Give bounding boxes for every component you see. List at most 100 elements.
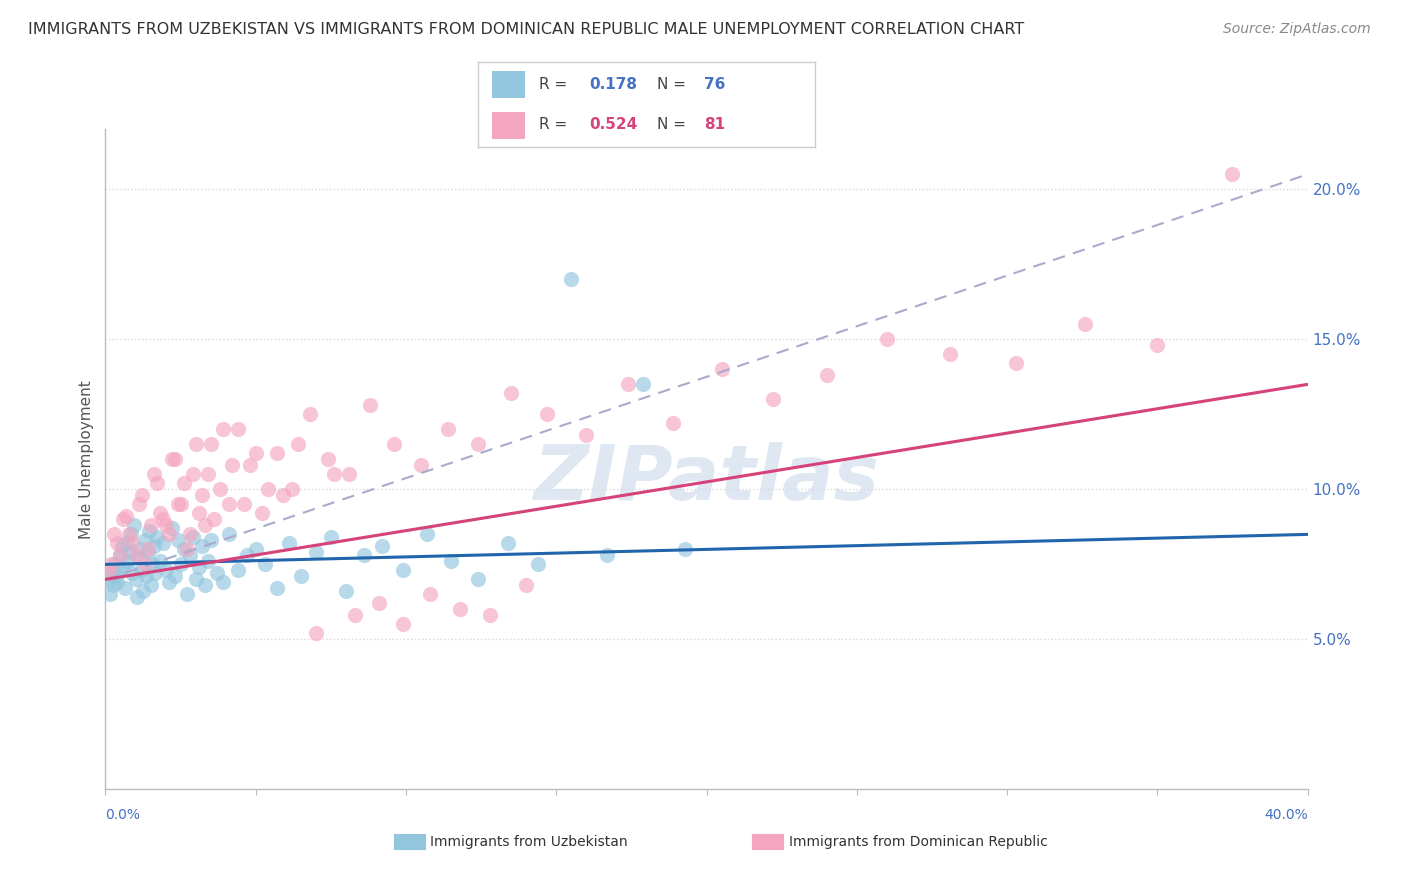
Point [155,563,177,577]
Point [111,540,134,554]
Point [131,488,153,502]
Point [142,467,165,482]
Point [337,467,360,482]
Point [163,452,186,467]
Point [148,554,170,568]
Point [124,573,146,587]
Point [160,452,183,467]
Point [194,518,217,533]
Point [139,518,162,533]
Point [118,545,141,559]
Point [114,582,136,596]
Text: IMMIGRANTS FROM UZBEKISTAN VS IMMIGRANTS FROM DOMINICAN REPUBLIC MALE UNEMPLOYME: IMMIGRANTS FROM UZBEKISTAN VS IMMIGRANTS… [28,22,1025,37]
Point [179,527,201,541]
Point [200,437,222,451]
Point [1005,356,1028,370]
Point [131,563,153,577]
Point [100,566,122,581]
Point [136,542,159,557]
Text: Immigrants from Uzbekistan: Immigrants from Uzbekistan [430,835,628,849]
Point [208,483,231,497]
Point [662,417,685,431]
Point [710,362,733,376]
Text: 76: 76 [704,77,725,92]
Point [211,422,233,436]
Point [181,530,204,544]
Text: 40.0%: 40.0% [1264,808,1308,822]
Point [617,377,640,392]
Point [124,549,146,563]
Point [281,483,304,497]
Text: R =: R = [538,117,572,132]
Point [117,554,139,568]
Text: Source: ZipAtlas.com: Source: ZipAtlas.com [1223,22,1371,37]
Point [515,578,537,592]
Point [112,512,135,526]
Point [197,554,219,568]
Text: ZIPatlas: ZIPatlas [533,442,880,516]
Point [166,533,188,548]
Point [409,458,432,473]
Point [200,533,222,548]
Point [596,549,619,563]
Point [194,578,217,592]
Point [359,398,381,412]
Point [876,332,898,346]
Point [181,467,204,482]
Point [145,476,167,491]
Point [218,527,240,541]
Point [135,569,157,583]
Point [169,558,191,572]
Point [939,347,962,361]
Point [141,558,163,572]
Y-axis label: Male Unemployment: Male Unemployment [79,380,94,539]
Point [305,626,328,640]
Text: R =: R = [538,77,572,92]
Point [197,467,219,482]
Point [371,540,394,554]
Point [305,545,328,559]
Text: 81: 81 [704,117,725,132]
Point [343,608,366,623]
Point [132,584,155,599]
Point [416,527,439,541]
Point [815,368,838,383]
Point [160,521,183,535]
Text: 0.524: 0.524 [589,117,638,132]
Point [226,422,249,436]
Point [100,558,122,572]
Point [184,573,207,587]
Point [368,596,391,610]
Point [98,587,121,601]
Point [319,530,342,544]
Point [138,524,160,539]
Point [152,536,174,550]
Point [479,608,502,623]
Text: N =: N = [657,77,690,92]
Point [419,587,441,601]
Point [145,530,167,544]
Point [392,563,415,577]
Point [239,458,262,473]
Point [245,542,267,557]
Bar [492,71,526,98]
Point [226,563,249,577]
Point [271,488,294,502]
Text: N =: N = [657,117,690,132]
Point [169,497,191,511]
Point [143,566,166,581]
Point [437,422,460,436]
Point [128,497,150,511]
Point [762,392,785,407]
Point [266,446,288,460]
Point [103,558,125,572]
Point [118,527,141,541]
Point [166,497,188,511]
Point [115,536,138,550]
Point [256,483,278,497]
Point [155,518,177,533]
Point [108,563,131,577]
Point [152,512,174,526]
Point [112,560,135,574]
Point [235,549,257,563]
